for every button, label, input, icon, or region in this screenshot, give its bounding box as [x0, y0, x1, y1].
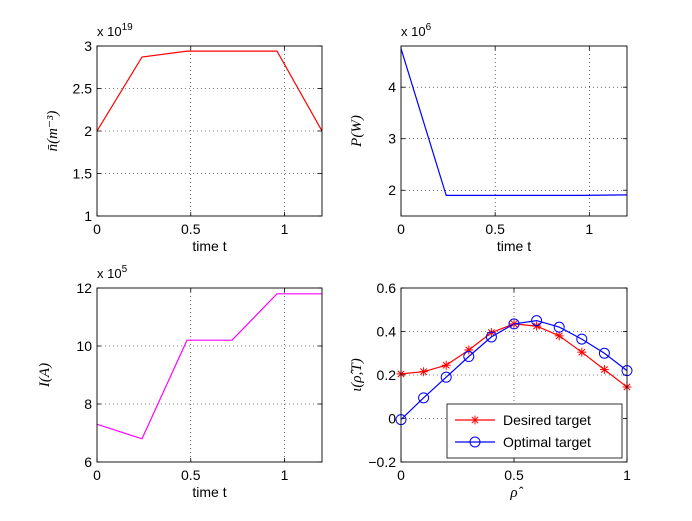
data-point-circle: [418, 392, 430, 404]
data-point-circle: [440, 371, 452, 383]
y-tick-label: 0.6: [377, 280, 397, 296]
data-point-circle: [598, 347, 610, 359]
y-tick-label: 10: [76, 338, 92, 354]
y-axis-label: I(A): [37, 363, 53, 388]
data-point-star: [577, 347, 587, 357]
legend-box: [446, 403, 623, 459]
legend-label: Desired target: [503, 412, 591, 428]
series-line-1: [97, 293, 322, 440]
data-point-star: [419, 367, 429, 377]
plot-frame: [400, 45, 628, 217]
x-tick-label: 0: [397, 467, 405, 483]
plot-frame: [400, 287, 628, 463]
legend-label: Optimal target: [503, 434, 591, 450]
x-axis-label: ρ̂: [509, 485, 523, 501]
y-tick-label: 6: [84, 454, 92, 470]
x-tick-label: 0.5: [504, 467, 524, 483]
x-axis-label: time t: [192, 484, 226, 500]
data-point-circle: [485, 331, 497, 343]
data-point-circle: [463, 351, 475, 363]
x-tick-label: 0: [93, 467, 101, 483]
x-tick-label: 0: [93, 221, 101, 237]
legend-marker-star: [470, 415, 480, 425]
plot-frame: [96, 287, 323, 463]
data-point-circle: [531, 315, 543, 327]
x-axis-label: time t: [192, 238, 226, 254]
y-axis-label: P(W): [349, 115, 365, 148]
data-point-star: [441, 360, 451, 370]
x-tick-label: 1: [281, 467, 289, 483]
y-tick-label: −0.2: [368, 454, 396, 470]
data-point-star: [599, 365, 609, 375]
x-tick-label: 1: [585, 221, 593, 237]
x-tick-label: 0: [397, 221, 405, 237]
x-axis-label: time t: [497, 238, 531, 254]
series-line-1: [97, 50, 322, 132]
y-tick-label: 0.2: [377, 367, 397, 383]
y-scale-multiplier: x 1019: [97, 22, 133, 39]
y-tick-label: 12: [76, 280, 92, 296]
legend-marker-circle: [469, 436, 481, 448]
y-tick-label: 0: [388, 411, 396, 427]
x-tick-label: 0.5: [181, 221, 201, 237]
plot-frame: [96, 45, 323, 217]
y-tick-label: 8: [84, 396, 92, 412]
y-tick-label: 0.4: [377, 324, 397, 340]
chart-panel-1: 0 0.5 1 1 1.5 2 2.5 3 x 1019 time t n̄(m⁻³): [45, 22, 323, 254]
y-tick-label: 2: [388, 182, 396, 198]
x-tick-label: 0.5: [181, 467, 201, 483]
y-tick-label: 1.5: [73, 166, 93, 182]
chart-panel-2: 0 0.5 1 2 3 4 x 106 time t P(W): [349, 22, 628, 254]
plot-area: [97, 288, 322, 462]
x-tick-label: 1: [281, 221, 289, 237]
x-tick-label: 0.5: [485, 221, 505, 237]
data-point-circle: [553, 321, 565, 333]
y-scale-multiplier: x 105: [97, 264, 128, 281]
series-line-2: [401, 319, 627, 421]
y-scale-multiplier: x 106: [401, 22, 432, 39]
y-axis-label: ι(ρ̂,T): [349, 358, 365, 391]
y-axis-label: n̄(m⁻³): [45, 111, 61, 152]
x-tick-label: 1: [623, 467, 631, 483]
y-tick-label: 4: [388, 79, 396, 95]
y-tick-label: 3: [84, 38, 92, 54]
y-tick-label: 2.5: [73, 81, 93, 97]
y-tick-label: 2: [84, 123, 92, 139]
data-point-circle: [576, 333, 588, 345]
y-tick-label: 1: [84, 208, 92, 224]
y-tick-label: 3: [388, 131, 396, 147]
chart-panel-3: 0 0.5 1 6 8 10 12 x 105 time t I(A): [37, 264, 323, 500]
data-point-star: [554, 331, 564, 341]
chart-panel-4: 0 0.5 1−0.200.20.40.6ρ̂ι(ρ̂,T)Desired targ…: [349, 280, 633, 501]
series-line-1: [401, 48, 627, 196]
data-point-circle: [508, 318, 520, 330]
legend: Desired target Optimal target: [446, 403, 623, 459]
